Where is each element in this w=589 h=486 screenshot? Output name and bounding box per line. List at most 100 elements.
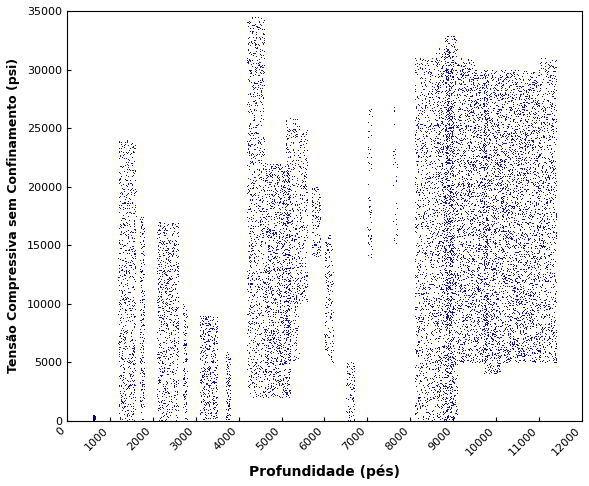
Point <box>418 213 428 221</box>
Point <box>244 269 253 277</box>
Point <box>158 224 167 231</box>
Point <box>544 323 553 330</box>
Point <box>250 43 260 51</box>
Point <box>534 234 544 242</box>
Point <box>441 37 450 45</box>
Point <box>167 262 176 270</box>
Point <box>446 258 456 265</box>
Point <box>446 273 455 281</box>
Point <box>496 73 505 81</box>
Point <box>160 317 169 325</box>
Point <box>436 295 446 303</box>
Point <box>308 201 317 208</box>
Point <box>472 98 482 105</box>
Point <box>412 122 421 129</box>
Point <box>459 325 469 332</box>
Point <box>247 196 257 204</box>
Point <box>498 253 508 260</box>
Point <box>540 132 549 139</box>
Point <box>442 174 451 182</box>
Point <box>514 205 524 212</box>
Point <box>502 312 512 320</box>
Point <box>473 283 482 291</box>
Point <box>458 185 468 192</box>
Point <box>196 344 205 351</box>
Point <box>275 308 284 315</box>
Point <box>469 104 479 111</box>
Point <box>168 243 177 251</box>
Point <box>454 225 464 233</box>
Point <box>498 342 508 349</box>
Point <box>548 56 557 64</box>
Point <box>123 208 132 216</box>
Point <box>274 291 283 299</box>
Point <box>448 196 457 204</box>
Point <box>349 378 359 385</box>
Point <box>164 295 174 303</box>
Point <box>432 92 441 100</box>
Point <box>296 208 305 216</box>
Point <box>420 76 429 84</box>
Point <box>473 178 482 186</box>
Point <box>270 184 280 191</box>
Point <box>315 231 324 239</box>
Point <box>456 143 466 151</box>
Point <box>292 336 301 344</box>
Point <box>462 187 472 194</box>
Point <box>153 311 163 319</box>
Point <box>525 198 535 206</box>
Point <box>125 208 135 216</box>
Point <box>168 280 178 288</box>
Point <box>200 415 209 422</box>
Point <box>296 224 305 231</box>
Point <box>284 266 293 274</box>
Point <box>272 215 282 223</box>
Point <box>411 129 421 137</box>
Point <box>437 178 446 186</box>
Point <box>287 216 297 224</box>
Point <box>201 353 211 361</box>
Point <box>536 312 545 320</box>
Point <box>542 126 551 134</box>
Point <box>476 301 485 309</box>
Point <box>482 224 492 231</box>
Point <box>315 242 324 250</box>
Point <box>446 293 455 301</box>
Point <box>433 365 442 373</box>
Point <box>467 290 477 298</box>
Point <box>259 325 269 332</box>
Point <box>282 225 291 233</box>
Point <box>262 303 272 311</box>
Point <box>248 223 257 230</box>
Point <box>155 376 164 384</box>
Point <box>521 258 531 266</box>
Point <box>472 165 481 173</box>
Point <box>495 226 504 233</box>
Point <box>484 126 493 134</box>
Point <box>496 91 505 99</box>
Point <box>523 309 532 317</box>
Point <box>453 213 462 221</box>
Point <box>538 223 547 231</box>
Point <box>442 343 452 350</box>
Point <box>115 343 124 351</box>
Point <box>448 149 458 157</box>
Point <box>140 334 149 342</box>
Point <box>461 132 470 139</box>
Point <box>537 118 546 125</box>
Point <box>514 139 524 147</box>
Point <box>538 225 547 232</box>
Point <box>541 263 550 271</box>
Point <box>180 369 190 377</box>
Point <box>442 367 451 375</box>
Point <box>543 186 552 193</box>
Point <box>530 231 540 239</box>
Point <box>475 331 485 339</box>
Point <box>284 256 294 264</box>
Point <box>115 152 125 159</box>
Point <box>260 366 270 374</box>
Point <box>307 211 317 219</box>
Point <box>276 393 285 401</box>
Point <box>320 273 330 280</box>
Point <box>267 276 277 284</box>
